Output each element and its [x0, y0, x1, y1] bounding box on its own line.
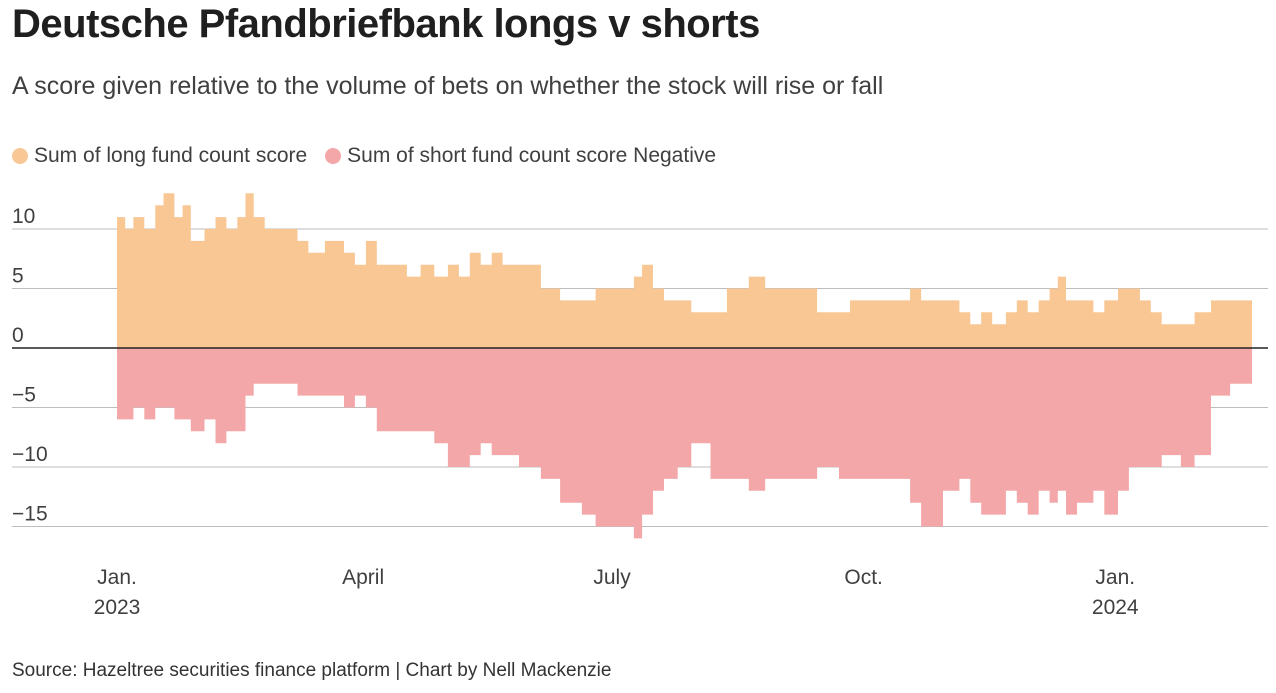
legend-item-short: Sum of short fund count score Negative [325, 144, 716, 168]
long-score-area [117, 193, 1252, 348]
y-tick-label: 0 [12, 324, 24, 347]
chart-subtitle: A score given relative to the volume of … [12, 72, 884, 100]
x-tick-label-1: April [342, 566, 384, 589]
x-tick-label-0: Jan. [97, 566, 137, 589]
x-tick-label-4: Jan. [1095, 566, 1135, 589]
y-tick-label: 5 [12, 265, 24, 288]
source-credit: Source: Hazeltree securities finance pla… [12, 660, 612, 681]
legend-label-short: Sum of short fund count score Negative [347, 144, 717, 167]
x-tick-year-0: 2023 [94, 596, 141, 619]
legend: Sum of long fund count score Sum of shor… [12, 144, 716, 168]
short-score-area [117, 348, 1252, 539]
y-tick-label: −15 [12, 503, 48, 526]
legend-item-long: Sum of long fund count score [12, 144, 307, 168]
chart-title: Deutsche Pfandbriefbank longs v shorts [12, 2, 760, 46]
x-tick-label-2: July [593, 566, 631, 589]
x-tick-label-3: Oct. [844, 566, 883, 589]
legend-label-long: Sum of long fund count score [34, 144, 308, 167]
legend-swatch-long [12, 148, 28, 164]
y-tick-label: −10 [12, 443, 48, 466]
legend-swatch-short [325, 148, 342, 164]
y-tick-label: −5 [12, 384, 36, 407]
y-tick-label: 10 [12, 205, 35, 228]
x-tick-year-4: 2024 [1092, 596, 1139, 619]
